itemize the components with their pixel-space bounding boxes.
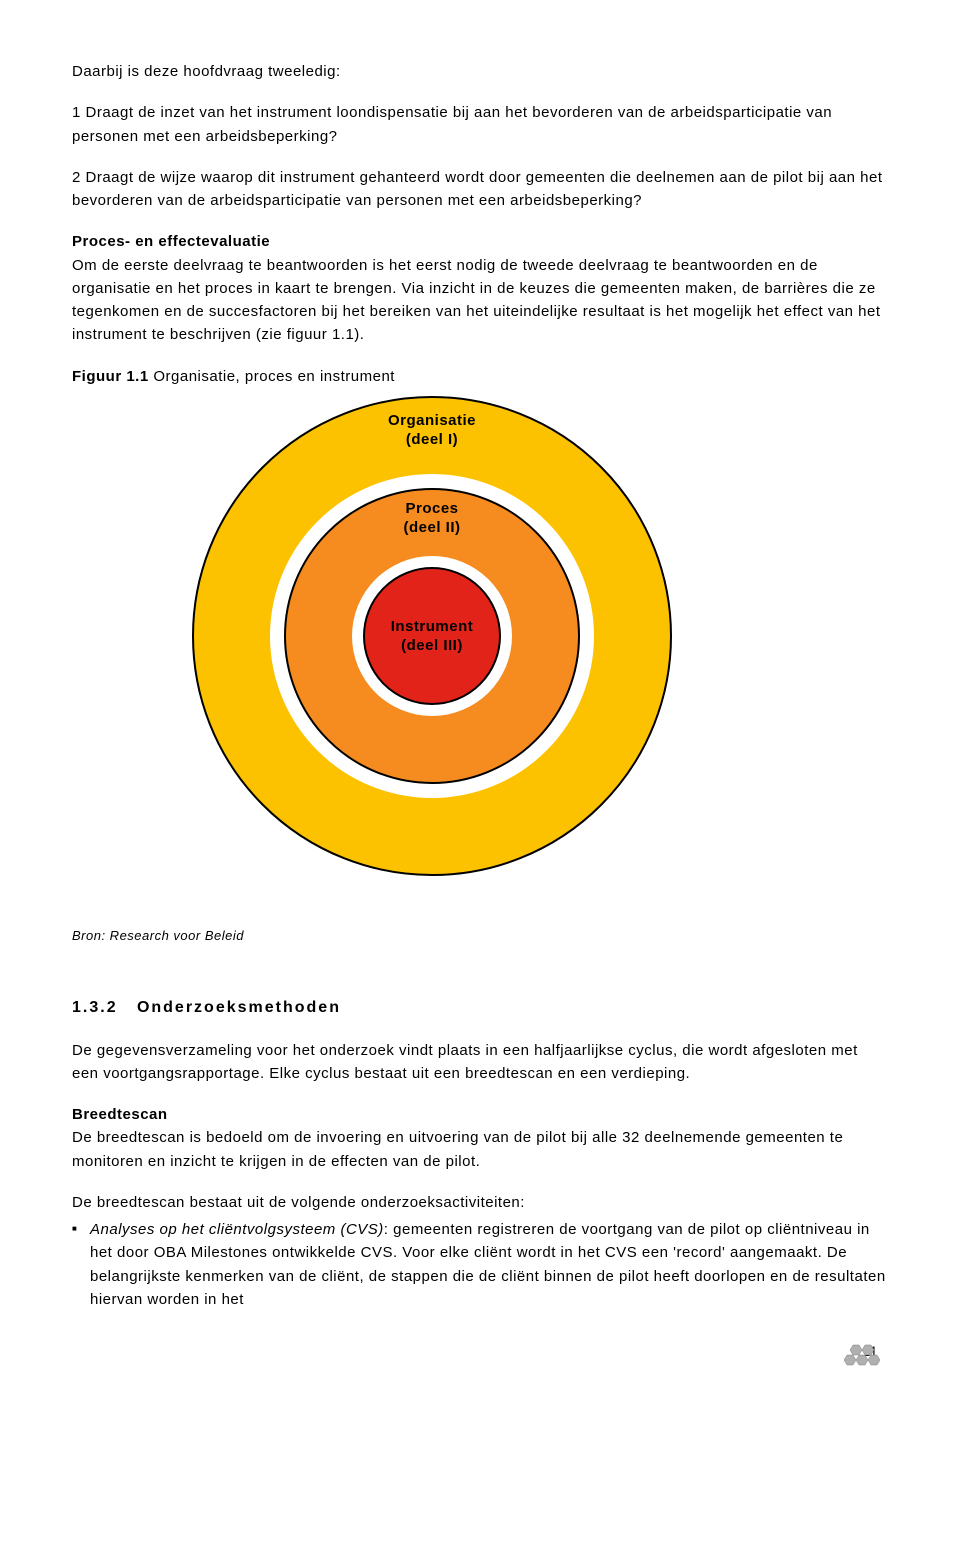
- section-breedtescan: Breedtescan De breedtescan is bedoeld om…: [72, 1103, 888, 1173]
- hex-logo-icon: [844, 1341, 888, 1371]
- paragraph-cycle: De gegevensverzameling voor het onderzoe…: [72, 1039, 888, 1086]
- figure-source: Bron: Research voor Beleid: [72, 926, 888, 946]
- paragraph-proces-effect: Om de eerste deelvraag te beantwoorden i…: [72, 257, 881, 344]
- heading-breedtescan: Breedtescan: [72, 1106, 168, 1123]
- paragraph-breedtescan: De breedtescan is bedoeld om de invoerin…: [72, 1129, 843, 1169]
- bullet-item: ■ Analyses op het cliëntvolgsysteem (CVS…: [72, 1218, 888, 1311]
- bullet-text: Analyses op het cliëntvolgsysteem (CVS):…: [90, 1218, 888, 1311]
- figure-caption: Figuur 1.1 Organisatie, proces en instru…: [72, 365, 888, 388]
- section-proces-effect: Proces- en effectevaluatie Om de eerste …: [72, 230, 888, 346]
- page-footer: 11: [72, 1341, 888, 1363]
- question-1: 1 Draagt de inzet van het instrument loo…: [72, 101, 888, 148]
- bullet-emphasis: Analyses op het cliëntvolgsysteem (CVS): [90, 1221, 384, 1238]
- diagram-container: Organisatie(deel I)Proces(deel II)Instru…: [72, 396, 888, 876]
- subsection-title: Onderzoeksmethoden: [137, 999, 341, 1016]
- list-intro: De breedtescan bestaat uit de volgende o…: [72, 1191, 888, 1214]
- heading-proces-effect: Proces- en effectevaluatie: [72, 233, 270, 250]
- question-2: 2 Draagt de wijze waarop dit instrument …: [72, 166, 888, 213]
- subsection-heading: 1.3.2 Onderzoeksmethoden: [72, 996, 888, 1021]
- figure-title: Organisatie, proces en instrument: [149, 368, 395, 385]
- concentric-diagram: Organisatie(deel I)Proces(deel II)Instru…: [192, 396, 672, 876]
- bullet-square-icon: ■: [72, 1218, 90, 1311]
- subsection-number: 1.3.2: [72, 999, 118, 1016]
- figure-label: Figuur 1.1: [72, 368, 149, 385]
- intro-line: Daarbij is deze hoofdvraag tweeledig:: [72, 60, 888, 83]
